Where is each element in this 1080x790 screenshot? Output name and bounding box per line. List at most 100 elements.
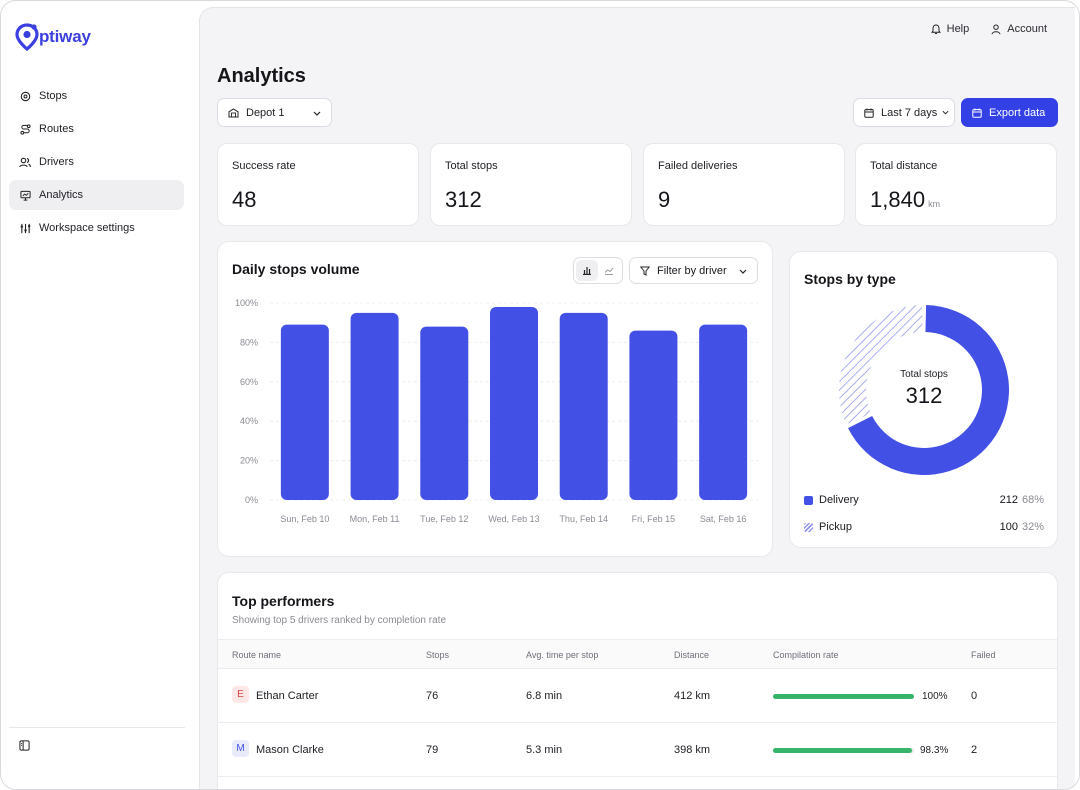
kpi-value: 1,840 km (870, 187, 941, 212)
donut-center-value: 312 (905, 383, 943, 408)
kpi-success-rate: Success rate 48 (217, 143, 419, 226)
x-tick-label: Fri, Feb 15 (632, 514, 676, 524)
sidebar-item-analytics[interactable]: Analytics (9, 180, 184, 210)
legend-count: 212 68% (999, 494, 1044, 506)
y-tick-label: 20% (240, 456, 258, 466)
warehouse-icon (228, 107, 239, 118)
sidebar-item-routes[interactable]: Routes (9, 114, 184, 144)
logo[interactable]: ptiway (15, 23, 91, 51)
sidebar-item-stops[interactable]: Stops (9, 81, 184, 111)
kpi-label: Total stops (445, 160, 498, 172)
donut-slice-pickup[interactable] (839, 305, 923, 425)
completion-rate-cell: 98.3% (920, 745, 949, 756)
column-header[interactable]: Failed (971, 650, 996, 660)
legend-label: Pickup (819, 521, 853, 533)
section-subtitle: Showing top 5 drivers ranked by completi… (232, 615, 447, 626)
sidebar-collapse-icon[interactable] (19, 740, 33, 754)
bar[interactable] (490, 306, 538, 500)
column-header[interactable]: Distance (674, 650, 710, 660)
line-chart-icon (604, 267, 614, 275)
column-header[interactable]: Stops (426, 650, 450, 660)
failed-cell: 0 (971, 690, 978, 702)
sidebar-nav: Stops Routes Drivers Analytics (9, 81, 184, 246)
y-tick-label: 100% (235, 298, 258, 308)
kpi-label: Failed deliveries (658, 160, 738, 172)
kpi-failed-deliveries: Failed deliveries 9 (643, 143, 845, 226)
bar-chart-toggle[interactable] (576, 260, 598, 281)
filter-by-driver-select[interactable]: Filter by driver (629, 257, 758, 284)
stops-cell: 79 (426, 744, 439, 756)
y-tick-label: 0% (245, 495, 258, 505)
date-range-select[interactable]: Last 7 days (853, 98, 955, 127)
bar[interactable] (629, 330, 678, 500)
account-link[interactable]: Account (991, 23, 1047, 35)
user-icon (991, 24, 1001, 34)
bar[interactable] (420, 326, 469, 500)
completion-bar (773, 694, 914, 699)
chevron-down-icon (739, 265, 747, 277)
column-header[interactable]: Route name (232, 650, 282, 660)
legend-swatch-hatched (804, 522, 813, 532)
stops-by-type-donut (839, 305, 1009, 475)
stops-by-type-card: Stops by type Total stops 312 Delivery 2… (789, 251, 1058, 548)
bar[interactable] (559, 312, 608, 500)
sidebar-item-label: Stops (39, 90, 68, 102)
x-tick-label: Mon, Feb 11 (350, 514, 400, 524)
depot-value: Depot 1 (246, 106, 285, 119)
legend-swatch (804, 495, 813, 505)
donut-center: Total stops 312 (839, 369, 1009, 409)
sidebar: ptiway Stops Routes Drivers (1, 1, 199, 789)
column-header[interactable]: Avg. time per stop (526, 650, 599, 660)
topbar: Help Account (930, 23, 1047, 35)
sidebar-footer (9, 727, 185, 751)
donut-center-label: Total stops (900, 369, 948, 380)
completion-bar-fill (773, 694, 914, 699)
chart-title: Daily stops volume (232, 261, 360, 277)
column-header[interactable]: Compilation rate (773, 650, 839, 660)
filter-label: Filter by driver (657, 264, 727, 277)
table-row[interactable]: E Ethan Carter 76 6.8 min 412 km 100% 0 (218, 669, 1057, 723)
legend-label: Delivery (819, 494, 859, 506)
chevron-down-icon (942, 110, 949, 115)
sidebar-item-label: Workspace settings (39, 222, 135, 234)
date-range-value: Last 7 days (881, 106, 938, 119)
avatar: E (232, 686, 249, 703)
bar[interactable] (350, 312, 399, 500)
sidebar-item-label: Routes (39, 123, 74, 135)
account-label: Account (1007, 23, 1047, 35)
kpi-label: Success rate (232, 160, 296, 172)
sidebar-item-workspace-settings[interactable]: Workspace settings (9, 213, 184, 243)
completion-rate-cell: 100% (922, 691, 948, 702)
analytics-icon (19, 189, 31, 201)
y-tick-label: 60% (240, 377, 258, 387)
app-name: ptiway (39, 27, 91, 46)
bar[interactable] (280, 324, 329, 500)
daily-stops-card: Daily stops volume Filter by driver 0% 20… (217, 241, 773, 557)
calendar-icon (972, 108, 982, 118)
y-tick-label: 40% (240, 416, 258, 426)
legend-item-pickup: Pickup 100 32% (804, 519, 1044, 535)
route-icon (19, 123, 31, 135)
pin-icon (19, 90, 31, 102)
donut-slice-delivery[interactable] (848, 305, 1009, 475)
users-icon (19, 156, 31, 168)
kpi-label: Total distance (870, 160, 938, 172)
kpi-value: 9 (658, 187, 671, 212)
avg-time-cell: 6.8 min (526, 690, 563, 702)
line-chart-toggle[interactable] (598, 260, 620, 281)
bar[interactable] (699, 324, 748, 500)
bell-icon (930, 23, 941, 34)
sidebar-item-drivers[interactable]: Drivers (9, 147, 184, 177)
driver-name: Ethan Carter (256, 690, 319, 702)
table-row[interactable]: M Mason Clarke 79 5.3 min 398 km 98.3% 2 (218, 723, 1057, 777)
avg-time-cell: 5.3 min (526, 744, 563, 756)
distance-cell: 398 km (674, 744, 711, 756)
export-data-button[interactable]: Export data (961, 98, 1058, 127)
calendar-icon (864, 108, 874, 118)
help-link[interactable]: Help (930, 23, 969, 35)
depot-select[interactable]: Depot 1 (217, 98, 332, 127)
donut-title: Stops by type (804, 271, 896, 287)
main-content: Help Account Analytics Depot 1 Last 7 da… (199, 7, 1075, 789)
x-tick-label: Thu, Feb 14 (559, 514, 608, 524)
